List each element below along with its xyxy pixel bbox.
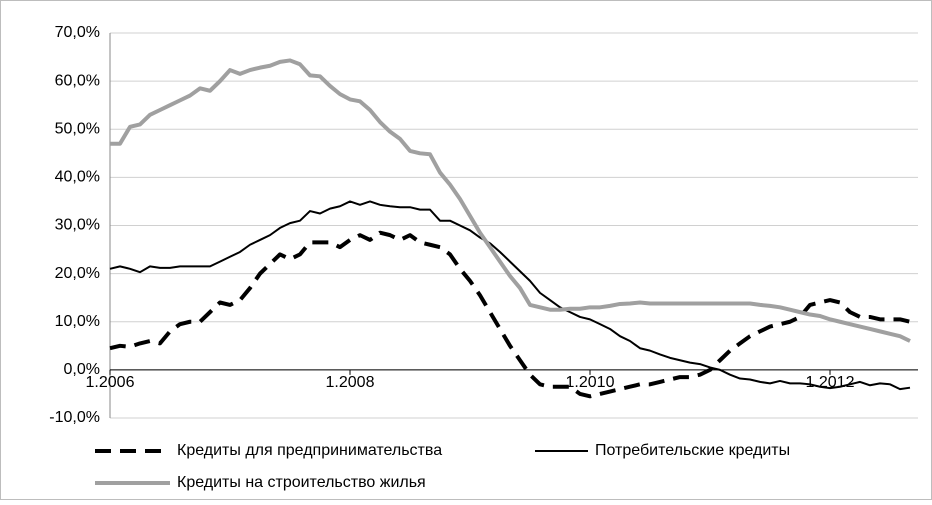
y-tick-label: -10,0% bbox=[49, 409, 100, 426]
y-tick-label: 60,0% bbox=[55, 72, 100, 89]
y-tick-label: 40,0% bbox=[55, 169, 100, 186]
y-tick-label: 50,0% bbox=[55, 120, 100, 137]
y-tick-label: 30,0% bbox=[55, 217, 100, 234]
y-tick-label: 70,0% bbox=[55, 24, 100, 41]
x-tick-label: 1.2006 bbox=[86, 374, 135, 391]
legend-label: Кредиты для предпринимательства bbox=[177, 442, 442, 459]
y-tick-label: 10,0% bbox=[55, 313, 100, 330]
legend-label: Потребительские кредиты bbox=[595, 442, 790, 459]
legend-label: Кредиты на строительство жилья bbox=[177, 474, 426, 491]
line-series bbox=[110, 58, 911, 343]
y-tick-label: 20,0% bbox=[55, 265, 100, 282]
line-series bbox=[109, 230, 911, 399]
y-tick-label: 0,0% bbox=[64, 361, 100, 378]
x-tick-label: 1.2010 bbox=[566, 374, 615, 391]
x-tick-label: 1.2008 bbox=[326, 374, 375, 391]
line-series bbox=[109, 200, 911, 391]
